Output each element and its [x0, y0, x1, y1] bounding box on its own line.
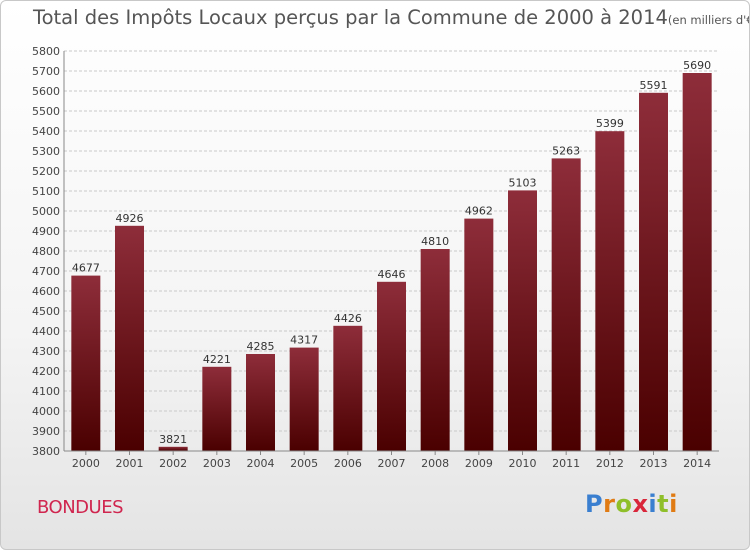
logo-letter: x	[632, 490, 649, 518]
proxiti-logo[interactable]: Proxiti	[585, 490, 678, 518]
bar	[551, 158, 581, 451]
bar-value-label: 4810	[421, 235, 449, 248]
x-tick-label: 2004	[247, 457, 275, 470]
bar-value-label: 4317	[290, 334, 318, 347]
bar	[420, 249, 450, 451]
bar	[158, 446, 188, 451]
bar	[682, 73, 712, 451]
bar	[377, 281, 406, 451]
bar-value-label: 5591	[640, 79, 668, 92]
chart-unit: (en milliers d'€)	[667, 13, 750, 27]
bar	[71, 275, 101, 451]
chart-title: Total des Impôts Locaux perçus par la Co…	[33, 6, 750, 29]
bar	[115, 225, 144, 451]
commune-name: BONDUES	[37, 497, 124, 518]
y-tick-label: 5700	[32, 65, 60, 78]
bar-value-label: 4962	[465, 205, 493, 218]
y-tick-label: 5500	[32, 105, 60, 118]
bar-value-label: 4426	[334, 312, 362, 325]
bar-value-label: 4677	[72, 262, 100, 275]
x-tick-label: 2006	[334, 457, 362, 470]
y-tick-label: 4900	[32, 225, 60, 238]
bar	[202, 366, 232, 451]
bar	[333, 325, 363, 451]
y-tick-label: 5300	[32, 145, 60, 158]
bar-value-label: 5399	[596, 117, 624, 130]
bar-value-label: 5103	[509, 176, 537, 189]
bar-value-label: 4646	[378, 268, 406, 281]
bar-value-label: 5690	[683, 59, 711, 72]
y-tick-label: 5600	[32, 85, 60, 98]
y-tick-label: 4100	[32, 385, 60, 398]
bar	[289, 347, 319, 451]
x-tick-label: 2009	[465, 457, 493, 470]
bar-value-label: 4926	[116, 212, 144, 225]
bar	[246, 354, 275, 451]
y-tick-label: 4000	[32, 405, 60, 418]
x-tick-label: 2001	[116, 457, 144, 470]
y-tick-label: 4200	[32, 365, 60, 378]
y-tick-label: 4700	[32, 265, 60, 278]
bars: 4677 4926 3821 4221 4285 4317 4426 4646 4810 4962…	[71, 59, 712, 452]
y-tick-label: 3900	[32, 425, 60, 438]
bar	[639, 92, 668, 452]
x-tick-label: 2013	[640, 457, 668, 470]
y-tick-label: 5000	[32, 205, 60, 218]
x-tick-label: 2008	[421, 457, 449, 470]
logo-letter: i	[648, 490, 658, 518]
x-tick-label: 2005	[290, 457, 318, 470]
x-tick-label: 2003	[203, 457, 231, 470]
chart-title-text: Total des Impôts Locaux perçus par la Co…	[33, 6, 668, 29]
y-tick-label: 5100	[32, 185, 60, 198]
y-tick-label: 4400	[32, 325, 60, 338]
bar-value-label: 4285	[247, 340, 275, 353]
logo-letter: r	[603, 490, 616, 518]
bar	[595, 131, 625, 451]
x-tick-label: 2011	[552, 457, 580, 470]
bar	[464, 218, 494, 451]
bar-value-label: 5263	[552, 144, 580, 157]
logo-letter: P	[585, 490, 604, 518]
bar	[508, 190, 537, 451]
y-tick-label: 4600	[32, 285, 60, 298]
y-tick-label: 5200	[32, 165, 60, 178]
y-tick-label: 5800	[32, 45, 60, 58]
y-tick-label: 3800	[32, 445, 60, 458]
y-tick-label: 5400	[32, 125, 60, 138]
logo-letter: o	[615, 490, 633, 518]
x-tick-label: 2002	[159, 457, 187, 470]
y-tick-label: 4300	[32, 345, 60, 358]
y-tick-label: 4500	[32, 305, 60, 318]
x-tick-label: 2010	[509, 457, 537, 470]
x-tick-label: 2012	[596, 457, 624, 470]
logo-letter: t	[657, 490, 670, 518]
y-tick-label: 4800	[32, 245, 60, 258]
bar-value-label: 4221	[203, 353, 231, 366]
x-tick-label: 2014	[683, 457, 711, 470]
x-tick-label: 2007	[378, 457, 406, 470]
y-axis: 3800 3900 4000 4100 4200 4300 4400 4500 4600 4700…	[32, 45, 65, 458]
bar-value-label: 3821	[159, 433, 187, 446]
logo-letter: i	[669, 490, 678, 518]
x-axis: 2000 2001 2002 2003 2004 2005 2006 2007 2008 2009…	[64, 450, 719, 470]
x-tick-label: 2000	[72, 457, 100, 470]
